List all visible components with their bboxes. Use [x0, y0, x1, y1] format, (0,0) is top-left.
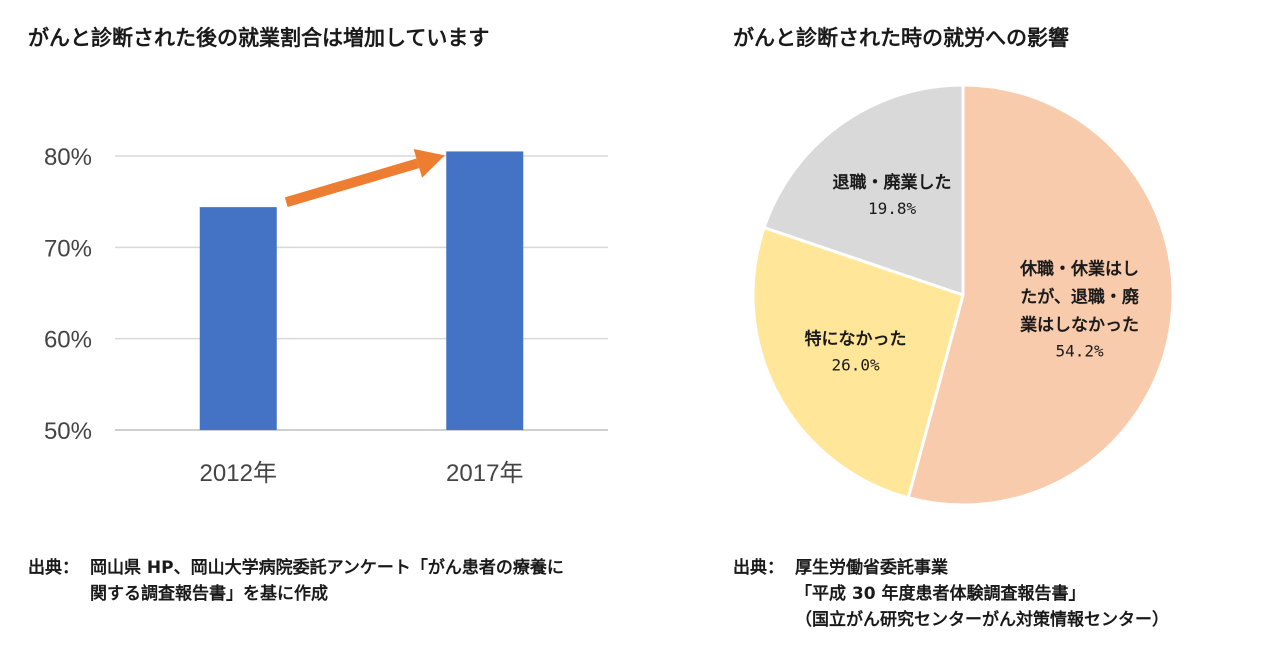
source-left-line-1: 岡山県 HP、岡山大学病院委託アンケート「がん患者の療養に [90, 558, 564, 578]
bar-chart-title: がんと診断された後の就業割合は増加しています [28, 26, 490, 50]
pie-slice [762, 83, 965, 298]
y-tick-label: 70% [44, 235, 92, 262]
x-category-label: 2012年 [200, 460, 277, 487]
increase-arrow-shaft [284, 158, 420, 207]
bar [199, 207, 277, 430]
bar-chart: 50% 60% 70% 80% 2012年 2017年 [44, 144, 608, 487]
source-left: 出典： 岡山県 HP、岡山大学病院委託アンケート「がん患者の療養に 関する調査報… [28, 555, 564, 607]
pie-slice-label: 退職・廃業した [833, 172, 952, 193]
source-right-key: 出典： [733, 558, 784, 578]
pie-slice [751, 225, 965, 500]
source-right-line-1: 厚生労働省委託事業 [795, 558, 948, 578]
x-category-label: 2017年 [446, 460, 523, 487]
source-left-line-2: 関する調査報告書」を基に作成 [90, 584, 328, 604]
source-left-key: 出典： [28, 558, 79, 578]
pie-chart-title: がんと診断された時の就労への影響 [733, 26, 1069, 50]
increase-arrow-head [413, 148, 445, 178]
pie-slice-label: 特になかった [805, 328, 907, 349]
pie-slice-label: 業はしなかった [1020, 314, 1139, 335]
pie-slice-value: 26.0% [831, 355, 880, 374]
pie-slice-value: 54.2% [1055, 341, 1104, 360]
pie-slice-label: たが、退職・廃 [1020, 286, 1140, 307]
bar [446, 151, 524, 430]
y-tick-label: 80% [44, 144, 92, 171]
y-tick-label: 60% [44, 327, 92, 354]
source-right-line-2: 「平成 30 年度患者体験調査報告書」 [795, 584, 1086, 604]
source-right: 出典： 厚生労働省委託事業 「平成 30 年度患者体験調査報告書」 （国立がん研… [733, 555, 1169, 633]
source-right-line-3: （国立がん研究センターがん対策情報センター） [795, 610, 1169, 630]
pie-slice-label: 休職・休業はし [1019, 258, 1139, 279]
y-tick-label: 50% [44, 418, 92, 445]
pie-slice [906, 83, 1175, 507]
pie-slice-value: 19.8% [868, 199, 917, 218]
